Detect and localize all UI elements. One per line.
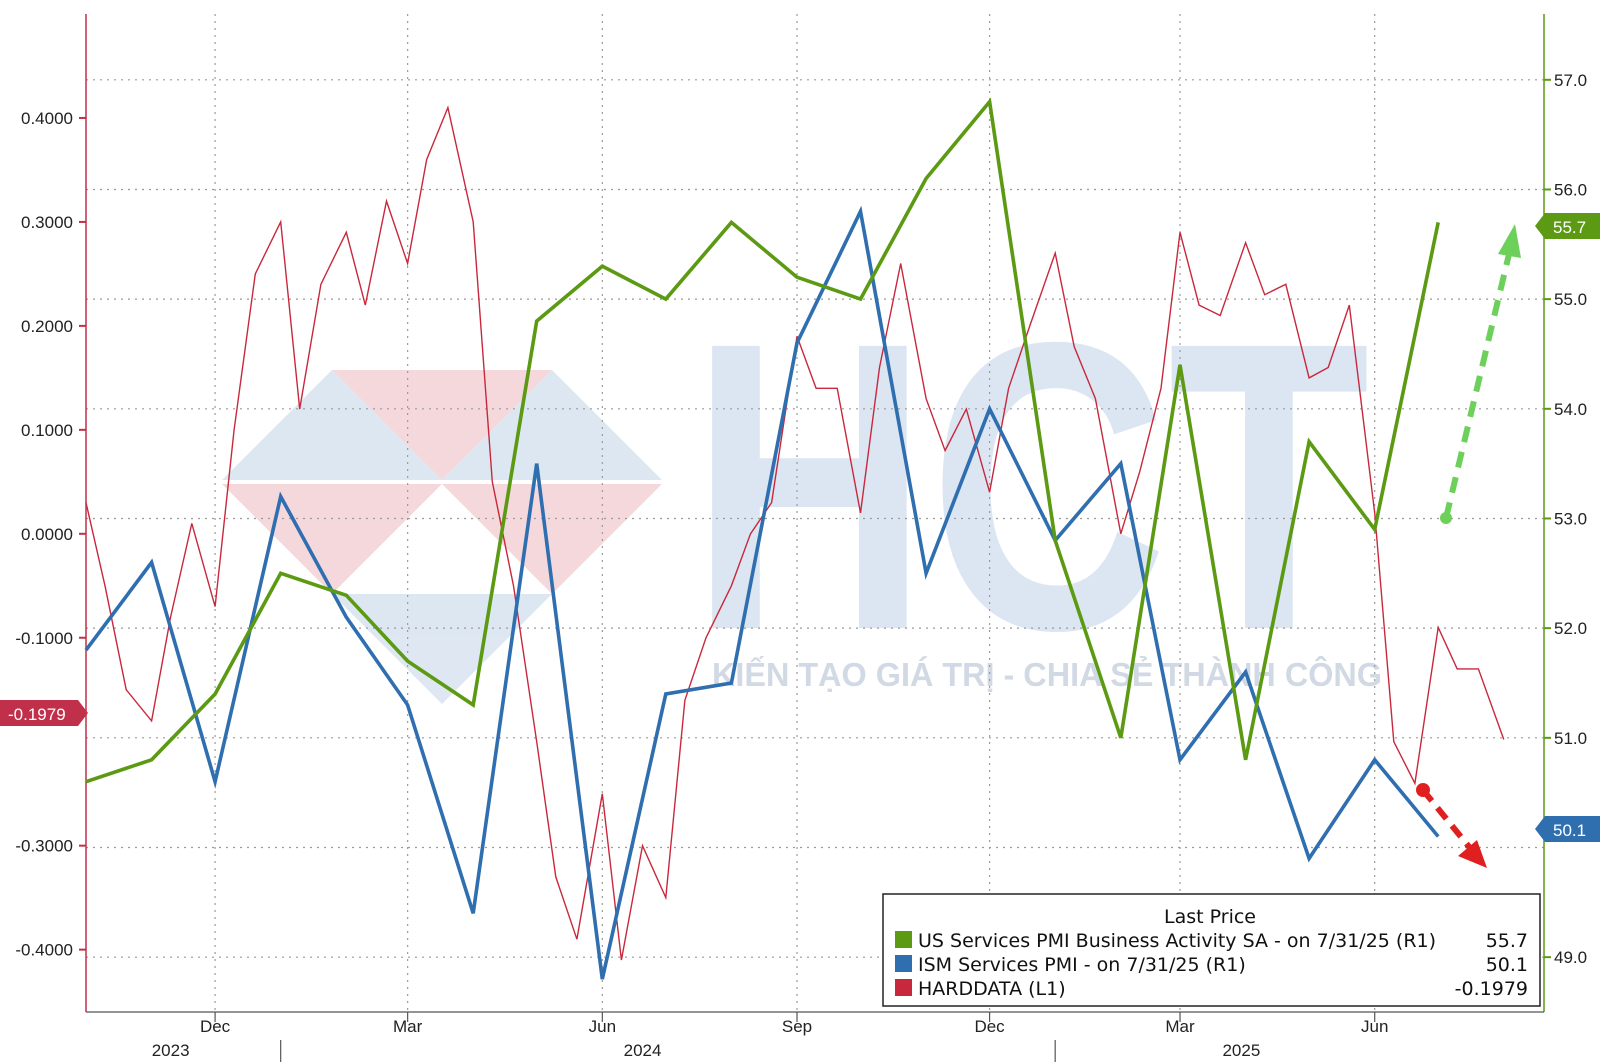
watermark-logo-blue-bottom bbox=[332, 594, 552, 704]
legend-label-blue: ISM Services PMI - on 7/31/25 (R1) bbox=[918, 954, 1246, 976]
x-axis-month-label: Mar bbox=[393, 1017, 423, 1036]
series-line-us-services-pmi-business-activity-sa bbox=[85, 97, 1440, 784]
green-arrow-dot bbox=[1440, 512, 1452, 524]
x-axis-month-label: Sep bbox=[782, 1017, 812, 1036]
x-axis-year-label: 2023 bbox=[152, 1041, 190, 1060]
legend-title: Last Price bbox=[1164, 906, 1256, 928]
watermark-logo-red-bottom2 bbox=[442, 484, 662, 594]
right-axis-tick-label: 57.0 bbox=[1554, 71, 1587, 90]
red-down-arrow-line bbox=[1420, 788, 1473, 850]
right-badge-green-value: 55.7 bbox=[1553, 218, 1586, 237]
x-axis-month-label: Mar bbox=[1165, 1017, 1195, 1036]
series-lines bbox=[84, 97, 1505, 980]
x-axis-month-label: Jun bbox=[589, 1017, 616, 1036]
legend-value-blue: 50.1 bbox=[1486, 954, 1528, 976]
value-badges: -0.1979 55.7 50.1 bbox=[0, 213, 1600, 842]
watermark-logo-red-bottom bbox=[222, 484, 442, 594]
left-axis-tick-label: 0.0000 bbox=[21, 525, 73, 544]
left-axis-tick-label: 0.4000 bbox=[21, 109, 73, 128]
red-arrow-dot bbox=[1416, 783, 1430, 797]
watermark-tagline: KIẾN TẠO GIÁ TRỊ - CHIA SẺ THÀNH CÔNG bbox=[712, 655, 1382, 693]
right-axis-tick-label: 56.0 bbox=[1554, 180, 1587, 199]
legend-swatch-red bbox=[895, 979, 912, 996]
right-axis-tick-label: 51.0 bbox=[1554, 729, 1587, 748]
legend-box bbox=[882, 893, 1541, 1007]
right-badge-blue-shape bbox=[1535, 816, 1600, 842]
watermark-logo-blue-right bbox=[442, 370, 662, 480]
annotation-arrows bbox=[1416, 224, 1521, 868]
right-badge-green-shape bbox=[1535, 213, 1600, 239]
x-axis-month-label: Dec bbox=[200, 1017, 231, 1036]
axes: 0.4000 0.3000 0.2000 0.1000 0.0000 -0.1000 -0.… bbox=[15, 14, 1587, 1062]
watermark-logo-blue-left bbox=[222, 370, 442, 480]
left-axis-tick-label: -0.1000 bbox=[15, 629, 73, 648]
left-axis-tick-label: 0.1000 bbox=[21, 421, 73, 440]
left-badge: -0.1979 bbox=[0, 700, 88, 726]
x-axis-year-label: 2024 bbox=[624, 1041, 662, 1060]
left-axis-tick-label: 0.3000 bbox=[21, 213, 73, 232]
series-line-ism-services-pmi bbox=[84, 205, 1440, 980]
legend-value-green: 55.7 bbox=[1486, 930, 1528, 952]
legend: Last Price US Services PMI Business Acti… bbox=[882, 893, 1541, 1007]
green-up-arrow-head bbox=[1498, 224, 1521, 258]
right-axis-tick-label: 53.0 bbox=[1554, 509, 1587, 528]
x-axis-month-label: Jun bbox=[1361, 1017, 1388, 1036]
red-down-arrow-head bbox=[1458, 840, 1487, 868]
left-axis-tick-label: -0.3000 bbox=[15, 837, 73, 856]
right-badge-blue-value: 50.1 bbox=[1553, 821, 1586, 840]
legend-label-red: HARDDATA (L1) bbox=[918, 978, 1066, 1000]
right-axis-tick-label: 55.0 bbox=[1554, 290, 1587, 309]
legend-swatch-green bbox=[895, 931, 912, 948]
left-axis-tick-label: -0.4000 bbox=[15, 941, 73, 960]
gridlines bbox=[86, 14, 1544, 1012]
x-axis-month-label: Dec bbox=[974, 1017, 1005, 1036]
right-badge-green: 55.7 bbox=[1535, 213, 1600, 239]
legend-value-red: -0.1979 bbox=[1455, 978, 1528, 1000]
right-axis-tick-label: 49.0 bbox=[1554, 948, 1587, 967]
left-axis-tick-label: 0.2000 bbox=[21, 317, 73, 336]
left-badge-shape bbox=[0, 700, 88, 726]
x-axis-year-label: 2025 bbox=[1222, 1041, 1260, 1060]
legend-label-green: US Services PMI Business Activity SA - o… bbox=[918, 930, 1436, 952]
watermark-logo-red-top bbox=[332, 370, 552, 480]
green-up-arrow-line bbox=[1443, 249, 1513, 519]
left-badge-value: -0.1979 bbox=[8, 705, 66, 724]
right-badge-blue: 50.1 bbox=[1535, 816, 1600, 842]
right-axis-tick-label: 54.0 bbox=[1554, 400, 1587, 419]
legend-swatch-blue bbox=[895, 955, 912, 972]
right-axis-tick-label: 52.0 bbox=[1554, 619, 1587, 638]
